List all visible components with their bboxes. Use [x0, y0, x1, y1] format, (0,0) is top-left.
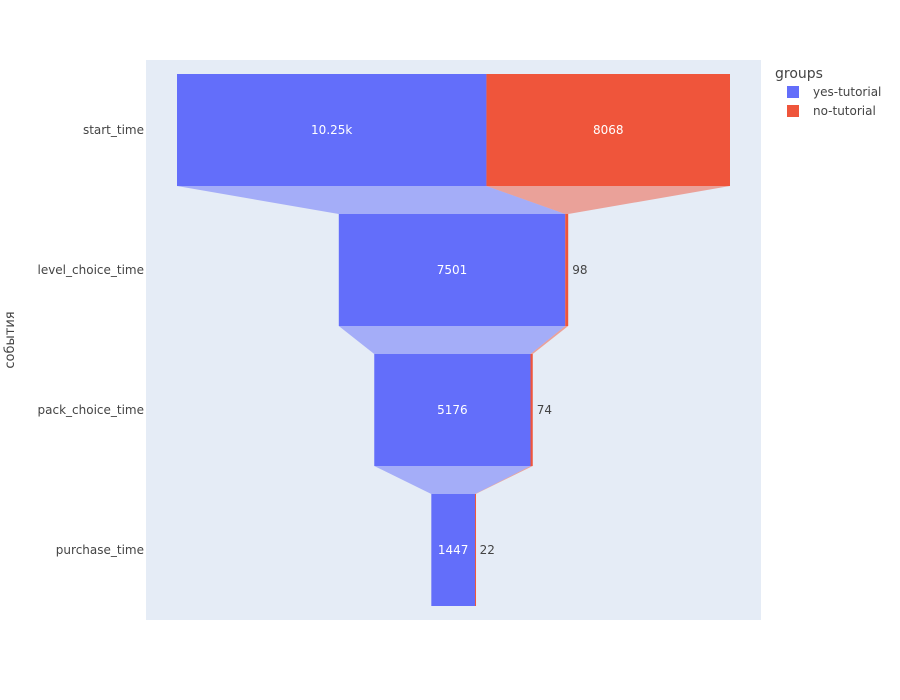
funnel-connector [530, 326, 569, 354]
funnel-bar[interactable] [374, 354, 531, 466]
data-label: 5176 [437, 403, 468, 417]
funnel-bar[interactable] [486, 74, 730, 186]
y-axis-title: события [3, 311, 18, 368]
y-axis-ticks: start_time level_choice_time pack_choice_t… [37, 123, 144, 557]
y-tick-label: pack_choice_time [38, 403, 145, 417]
data-label: 10.25k [311, 123, 352, 137]
y-tick-label: purchase_time [56, 543, 144, 557]
funnel-connectors [177, 186, 730, 494]
legend-swatch[interactable] [787, 86, 799, 98]
funnel-connector [177, 186, 566, 214]
y-tick-label: start_time [83, 123, 144, 137]
funnel-bars [177, 74, 730, 606]
funnel-bar[interactable] [338, 214, 566, 326]
funnel-bar[interactable] [565, 214, 569, 326]
legend-title: groups [775, 66, 823, 82]
legend-item-label[interactable]: yes-tutorial [813, 85, 881, 99]
funnel-connector [475, 466, 533, 494]
data-label: 7501 [437, 263, 468, 277]
funnel-connector [486, 186, 730, 214]
data-label: 22 [480, 543, 495, 557]
data-label: 98 [572, 263, 587, 277]
value-labels: 10.25k 8068 7501 98 5176 74 1447 22 [311, 123, 623, 557]
funnel-bar[interactable] [431, 494, 476, 606]
data-label: 74 [537, 403, 552, 417]
y-tick-label: level_choice_time [37, 263, 144, 277]
legend-item-label[interactable]: no-tutorial [813, 104, 876, 118]
legend[interactable]: groups yes-tutorial no-tutorial [775, 66, 881, 118]
funnel-connector [338, 326, 566, 354]
funnel-bar[interactable] [177, 74, 487, 186]
data-label: 8068 [593, 123, 624, 137]
funnel-connector [374, 466, 531, 494]
legend-swatch[interactable] [787, 105, 799, 117]
funnel-bar[interactable] [475, 494, 477, 606]
data-label: 1447 [438, 543, 469, 557]
funnel-bar[interactable] [530, 354, 533, 466]
